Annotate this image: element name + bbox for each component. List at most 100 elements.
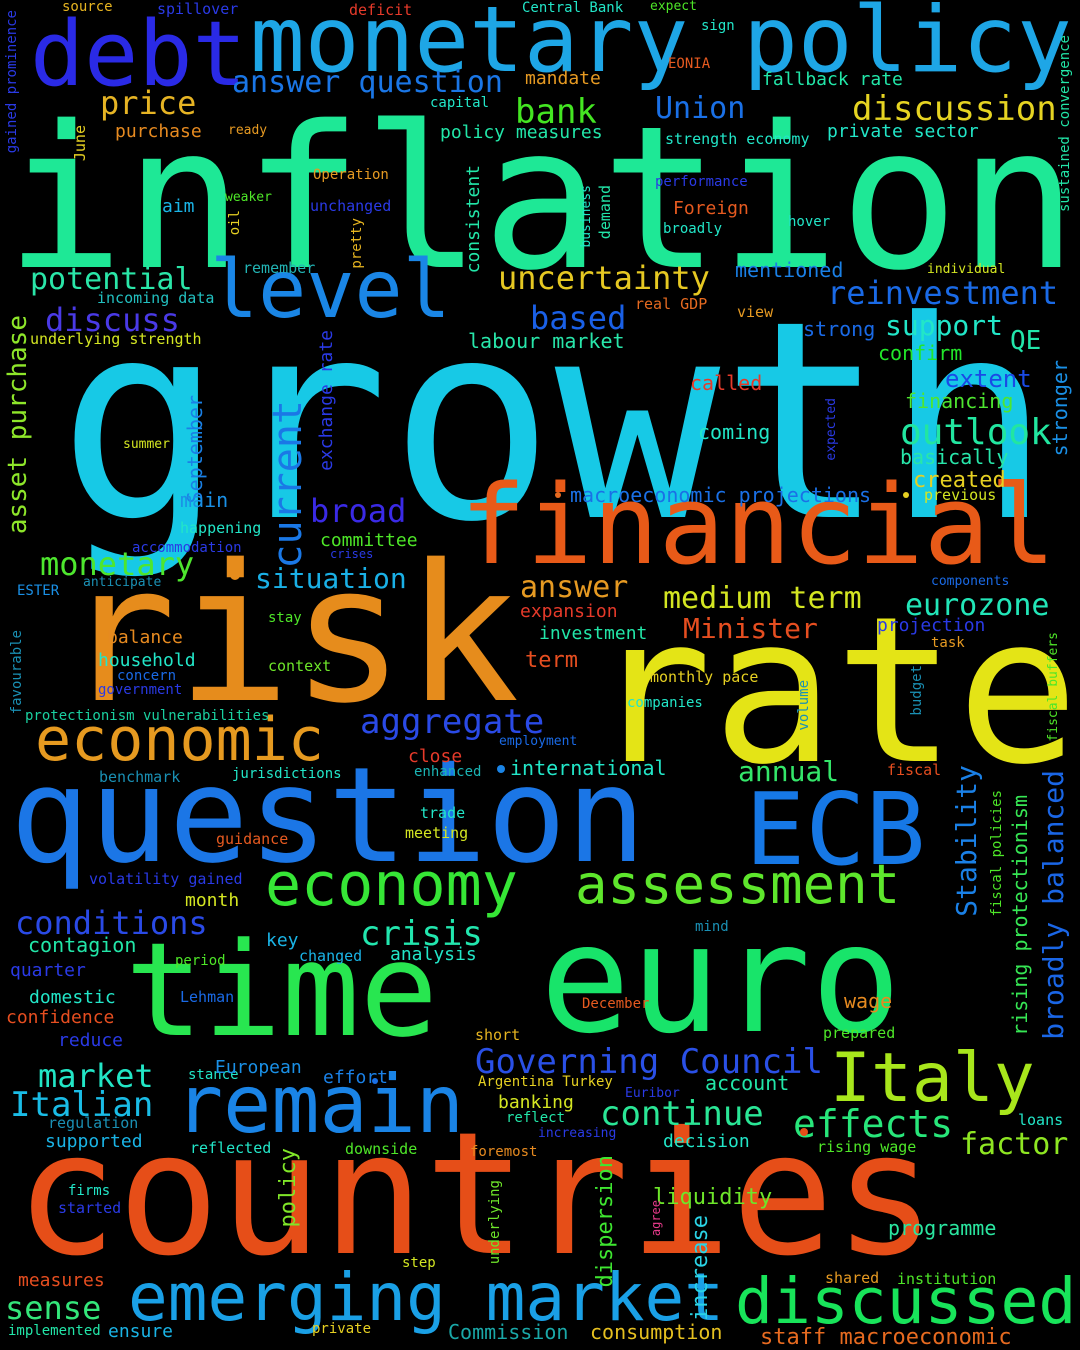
- cloud-word: extent: [945, 365, 1032, 393]
- cloud-word: downside: [345, 1140, 418, 1158]
- cloud-word: wage: [844, 989, 893, 1013]
- cloud-word: discuss: [45, 301, 180, 339]
- cloud-word: called: [690, 371, 763, 395]
- cloud-word: investment: [539, 623, 648, 644]
- cloud-word: answer: [520, 570, 629, 605]
- cloud-word: countries: [15, 1096, 937, 1294]
- decor-dot: [230, 570, 240, 580]
- cloud-word: measures: [18, 1270, 105, 1291]
- cloud-word: guidance: [216, 830, 289, 848]
- cloud-word: private: [312, 1321, 372, 1337]
- cloud-word: remember: [243, 259, 316, 277]
- cloud-word: companies: [627, 695, 703, 711]
- cloud-word: basically: [900, 445, 1009, 469]
- cloud-word: deficit: [349, 1, 413, 19]
- cloud-word: monthly pace: [650, 668, 759, 686]
- cloud-word: strong: [803, 317, 876, 341]
- cloud-word: regulation: [48, 1114, 139, 1132]
- cloud-word: Italian: [10, 1085, 154, 1125]
- cloud-word: June: [71, 125, 89, 162]
- cloud-word: reflected: [190, 1139, 272, 1157]
- cloud-word: price: [100, 84, 197, 122]
- cloud-word: summer: [123, 437, 170, 452]
- cloud-word: based: [530, 299, 627, 337]
- cloud-word: broad: [310, 492, 407, 530]
- cloud-word: crisis: [360, 914, 483, 954]
- cloud-word: Commission: [448, 1320, 569, 1344]
- cloud-word: assessment: [575, 853, 901, 916]
- cloud-word: Italy: [830, 1039, 1035, 1118]
- cloud-word: business: [579, 185, 594, 248]
- cloud-word: confidence: [6, 1007, 115, 1028]
- cloud-word: real GDP: [635, 295, 708, 313]
- cloud-word: debt: [30, 2, 247, 107]
- cloud-word: Operation: [313, 167, 389, 183]
- cloud-word: underlying strength: [30, 330, 202, 348]
- cloud-word: aim: [162, 196, 195, 217]
- cloud-word: expected: [824, 398, 839, 461]
- cloud-word: balance: [107, 627, 183, 648]
- cloud-word: financing: [905, 389, 1014, 413]
- cloud-word: sustained convergence: [1057, 35, 1073, 213]
- cloud-word: supported: [45, 1131, 143, 1152]
- cloud-word: market: [38, 1057, 154, 1095]
- cloud-word: European: [215, 1057, 302, 1078]
- cloud-word: weaker: [225, 190, 272, 205]
- cloud-word: budget: [909, 665, 925, 716]
- cloud-word: monetary: [40, 545, 195, 583]
- cloud-word: domestic: [29, 987, 116, 1008]
- cloud-word: favourable: [9, 630, 25, 715]
- cloud-word: inflation: [5, 83, 1078, 314]
- cloud-word: Stability: [950, 765, 983, 917]
- cloud-word: components: [931, 574, 1010, 589]
- cloud-word: exchange rate: [316, 330, 337, 471]
- cloud-word: ECB: [745, 771, 926, 888]
- cloud-word: discussed: [735, 1265, 1077, 1338]
- cloud-word: Foreign: [673, 198, 749, 219]
- cloud-word: effort: [323, 1067, 389, 1088]
- cloud-word: started: [58, 1199, 122, 1217]
- cloud-word: expect: [650, 0, 697, 14]
- cloud-word: situation: [255, 562, 407, 595]
- cloud-word: QE: [1010, 326, 1042, 356]
- cloud-word: economy: [265, 850, 518, 920]
- cloud-word: spillover: [157, 0, 239, 18]
- cloud-word: bank: [515, 92, 597, 132]
- decor-dot: [372, 1078, 378, 1084]
- cloud-word: period: [175, 953, 226, 969]
- cloud-word: key: [266, 930, 299, 951]
- cloud-word: consumption: [590, 1320, 723, 1344]
- cloud-word: projection: [877, 615, 986, 636]
- cloud-word: economic: [35, 705, 324, 775]
- cloud-word: stronger: [1048, 360, 1072, 457]
- cloud-word: Lehman: [180, 988, 235, 1006]
- cloud-word: source: [62, 0, 113, 15]
- cloud-word: outlook: [900, 412, 1052, 453]
- cloud-word: growth: [58, 262, 1052, 582]
- cloud-word: fallback rate: [762, 69, 903, 90]
- cloud-word: main: [180, 488, 229, 512]
- cloud-word: trade: [420, 804, 466, 822]
- cloud-word: increase: [688, 1215, 713, 1321]
- cloud-word: Union: [655, 91, 746, 126]
- cloud-word: December: [582, 996, 650, 1012]
- cloud-word: pretty: [349, 218, 365, 269]
- cloud-word: rising protectionism: [1008, 795, 1032, 1036]
- cloud-word: question: [10, 739, 646, 893]
- cloud-word: rising wage: [817, 1138, 917, 1156]
- cloud-word: private sector: [827, 121, 979, 142]
- cloud-word: enhanced: [414, 764, 482, 780]
- cloud-word: crises: [330, 547, 374, 561]
- cloud-word: EONIA: [668, 56, 711, 72]
- cloud-word: macroeconomic projections: [570, 483, 872, 507]
- cloud-word: fiscal buffers: [1046, 632, 1061, 742]
- cloud-word: staff macroeconomic: [760, 1325, 1012, 1350]
- cloud-word: policy: [276, 1148, 301, 1228]
- cloud-word: loans: [1018, 1111, 1064, 1129]
- cloud-word: unchanged: [310, 197, 392, 215]
- decor-dot: [497, 765, 505, 773]
- cloud-word: remain: [175, 1058, 464, 1151]
- cloud-word: employment: [499, 734, 578, 749]
- cloud-word: Governing Council: [475, 1042, 823, 1082]
- cloud-word: decision: [663, 1131, 750, 1152]
